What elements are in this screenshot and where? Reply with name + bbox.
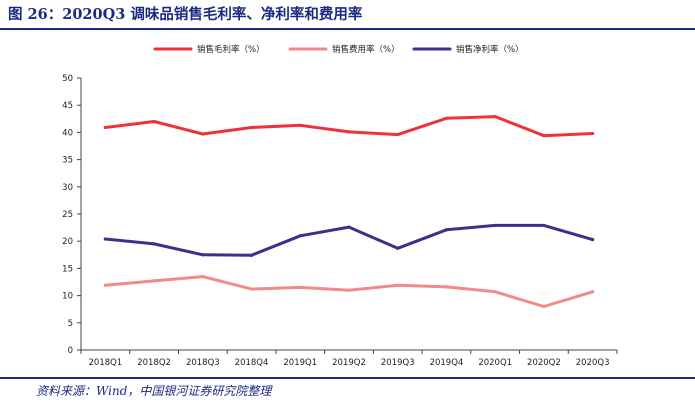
data-point (103, 283, 107, 287)
y-tick-label: 45 (62, 101, 73, 111)
data-point (249, 125, 254, 130)
data-point (396, 132, 400, 137)
data-point (542, 134, 546, 138)
data-point (298, 123, 302, 127)
x-tick-label: 2019Q2 (332, 358, 366, 368)
data-point (103, 237, 107, 241)
source-note: 资料来源：Wind，中国银河证券研究院整理 (36, 384, 272, 398)
data-point (249, 287, 254, 291)
data-point (152, 279, 156, 283)
data-point (396, 246, 400, 250)
data-point (201, 253, 205, 257)
x-tick-label: 2020Q1 (478, 358, 512, 368)
data-point (542, 304, 546, 309)
data-point (347, 130, 351, 134)
data-point (201, 132, 205, 136)
y-tick-label: 10 (62, 292, 73, 302)
legend-label: 销售费用率（%） (332, 44, 400, 55)
y-tick-label: 5 (68, 319, 73, 329)
data-point (444, 116, 449, 120)
x-tick-label: 2020Q3 (576, 358, 610, 368)
data-point (152, 242, 156, 246)
data-point (591, 237, 595, 242)
data-point (493, 223, 497, 228)
legend-label: 销售净利率（%） (456, 44, 524, 55)
data-point (444, 228, 449, 232)
data-point (444, 285, 449, 289)
y-tick-label: 40 (62, 128, 73, 138)
data-point (249, 253, 254, 257)
data-point (298, 285, 302, 290)
data-point (493, 290, 497, 294)
x-tick-label: 2019Q4 (430, 358, 464, 368)
data-point (591, 290, 595, 294)
y-tick-label: 25 (62, 210, 73, 220)
y-tick-label: 50 (62, 74, 73, 84)
x-tick-label: 2018Q2 (137, 358, 171, 368)
x-tick-label: 2019Q3 (381, 358, 415, 368)
series-line-3 (103, 223, 595, 257)
x-tick-label: 2018Q1 (88, 358, 122, 368)
x-tick-label: 2020Q2 (527, 358, 561, 368)
data-point (347, 225, 351, 229)
data-point (201, 274, 205, 279)
legend: 销售毛利率（%） 销售费用率（%） 销售净利率（%） (153, 44, 524, 55)
x-tick-label: 2018Q4 (235, 358, 269, 368)
data-point (493, 115, 497, 119)
x-tick-label: 2018Q3 (186, 358, 220, 368)
data-point (152, 119, 156, 124)
x-tick-label: 2019Q1 (283, 358, 317, 368)
series-group (103, 115, 595, 309)
data-point (396, 283, 400, 287)
y-tick-label: 15 (62, 264, 73, 274)
y-tick-label: 35 (62, 156, 73, 166)
legend-label: 销售毛利率（%） (197, 44, 265, 55)
y-tick-label: 20 (62, 237, 73, 247)
y-tick-label: 30 (62, 183, 73, 193)
axes: 0 5 10 15 20 25 30 35 40 45 50 2018Q1 2018Q2 2018Q3 20… (62, 74, 618, 368)
data-point (103, 125, 107, 130)
data-point (298, 234, 302, 238)
top-rule (0, 28, 695, 30)
data-point (542, 223, 546, 228)
bottom-rule (0, 377, 695, 379)
data-point (347, 288, 351, 292)
chart-title: 图 26：2020Q3 调味品销售毛利率、净利率和费用率 (8, 6, 363, 23)
y-tick-label: 0 (68, 346, 73, 356)
data-point (591, 131, 595, 136)
